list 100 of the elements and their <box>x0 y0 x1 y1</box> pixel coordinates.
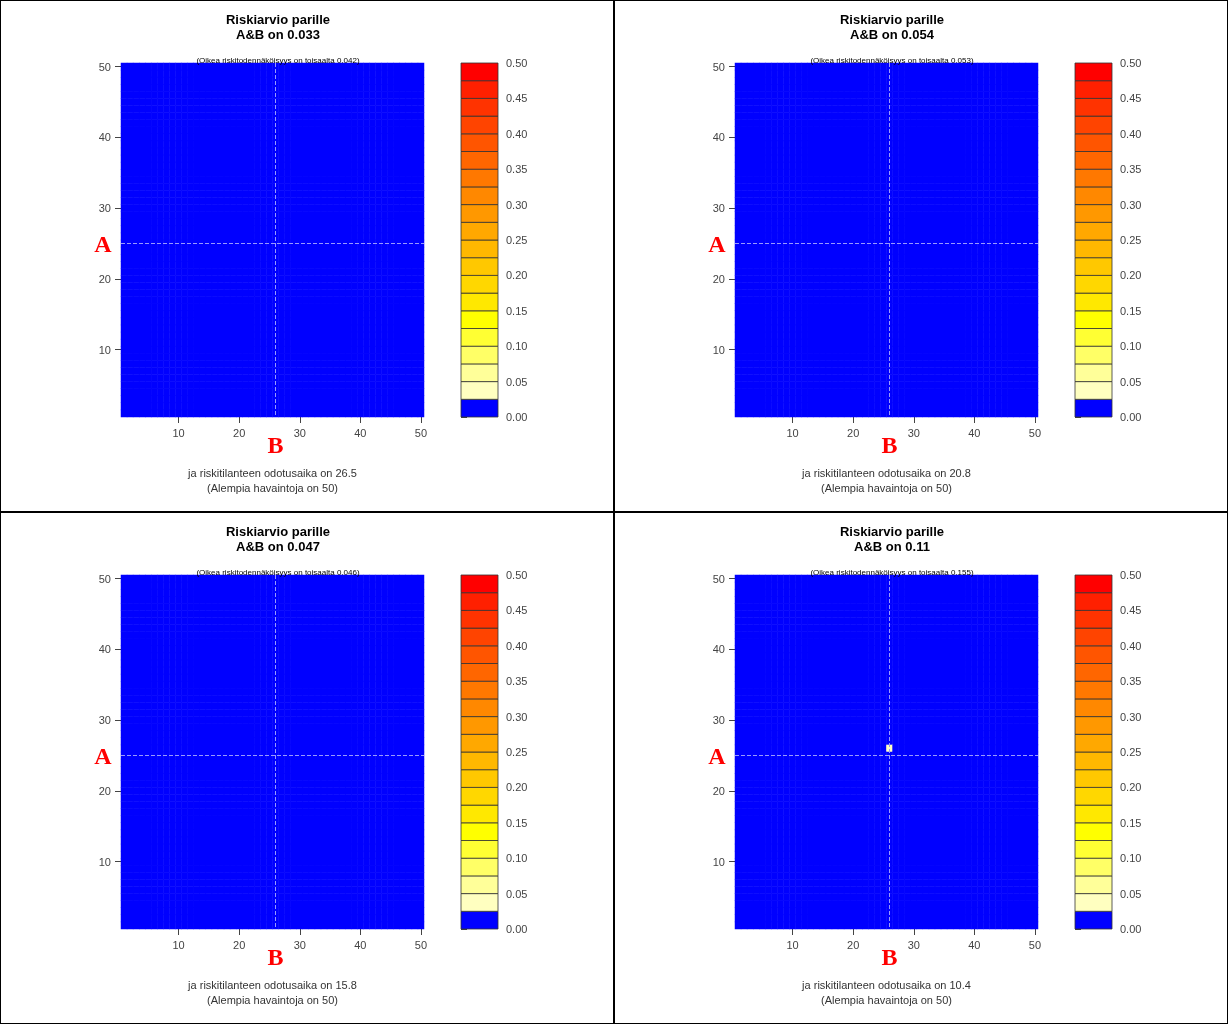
y-tick-label: 30 <box>98 714 111 727</box>
y-tick-label: 20 <box>98 784 111 797</box>
color-bar-label: 0.20 <box>506 781 528 794</box>
color-bar-label: 0.50 <box>1120 57 1142 69</box>
color-bar-label: 0.20 <box>1120 269 1142 282</box>
color-bar-label: 0.40 <box>1120 127 1142 140</box>
color-bar-label: 0.30 <box>1120 198 1142 211</box>
y-tick-label: 50 <box>712 60 725 73</box>
x-tick-label: 40 <box>354 426 367 439</box>
y-tick-label: 30 <box>98 202 111 215</box>
color-bar-label: 0.05 <box>1120 375 1142 388</box>
x-axis-title: ja riskitilanteen odotusaika on 26.5 (Alempia havaintoja on 50) <box>187 466 357 494</box>
x-tick-label: 30 <box>907 426 920 439</box>
color-bar-label: 0.40 <box>506 639 528 652</box>
color-bar-label: 0.00 <box>1120 923 1142 935</box>
chart-subtitle: (Oikea riskitodennäköisyys on toisaalta 0.155) <box>810 567 974 577</box>
color-bar-label: 0.30 <box>506 198 528 211</box>
color-bar-label: 0.35 <box>1120 163 1142 176</box>
color-bar-label: 0.00 <box>506 411 528 423</box>
text: B <box>881 432 898 458</box>
color-bar-label: 0.05 <box>506 887 528 900</box>
color-bar-label: 0.25 <box>1120 746 1142 758</box>
color-bar-label: 0.40 <box>506 127 528 140</box>
x-tick-label: 20 <box>847 426 860 439</box>
y-tick-label: 10 <box>712 855 725 868</box>
color-bar-label: 0.25 <box>506 746 528 758</box>
x-tick-label: 50 <box>414 938 428 951</box>
text: A <box>708 230 727 257</box>
color-bar-label: 0.50 <box>1120 569 1142 581</box>
color-bar-label: 0.10 <box>1120 852 1142 865</box>
color-bar-label: 0.50 <box>506 57 528 69</box>
x-tick-label: 30 <box>293 938 306 951</box>
color-bar-label: 0.15 <box>506 304 528 317</box>
x-axis-title: ja riskitilanteen odotusaika on 20.8 (Alempia havaintoja on 50) <box>801 466 971 494</box>
color-bar-label: 0.40 <box>1120 639 1142 652</box>
text: A <box>94 742 113 769</box>
x-tick-label: 20 <box>847 938 860 951</box>
color-bar-label: 0.45 <box>506 604 528 617</box>
color-bar-label: 0.15 <box>1120 304 1142 317</box>
x-tick-label: 10 <box>172 426 185 439</box>
chart-title: Riskiarvio parille A&B on 0.054 <box>839 12 945 42</box>
color-bar-label: 0.20 <box>506 269 528 282</box>
y-tick-label: 10 <box>98 343 111 356</box>
chart-subtitle: (Oikea riskitodennäköisyys on toisaalta 0.053) <box>810 55 974 65</box>
chart-title: Riskiarvio parille A&B on 0.11 <box>839 524 945 554</box>
color-bar-label: 0.15 <box>1120 816 1142 829</box>
y-tick-label: 20 <box>98 272 111 285</box>
x-tick-label: 10 <box>172 938 185 951</box>
y-tick-label: 40 <box>712 131 725 144</box>
color-bar-label: 0.10 <box>506 340 528 353</box>
y-tick-label: 40 <box>98 643 111 656</box>
chart-title: Riskiarvio parille A&B on 0.033 <box>225 12 331 42</box>
y-tick-label: 50 <box>712 572 725 585</box>
color-bar-label: 0.45 <box>1120 92 1142 105</box>
color-bar-label: 0.45 <box>1120 604 1142 617</box>
color-bar-label: 0.35 <box>506 163 528 176</box>
x-axis-title: ja riskitilanteen odotusaika on 15.8 (Alempia havaintoja on 50) <box>187 978 357 1006</box>
y-tick-label: 50 <box>98 572 111 585</box>
color-bar-label: 0.25 <box>506 234 528 246</box>
y-tick-label: 20 <box>712 272 725 285</box>
chart-subtitle: (Oikea riskitodennäköisyys on toisaalta 0.042) <box>196 55 360 65</box>
x-tick-label: 50 <box>1028 938 1042 951</box>
text: B <box>267 432 284 458</box>
chart-title: Riskiarvio parille A&B on 0.047 <box>225 524 331 554</box>
x-tick-label: 50 <box>1028 426 1042 439</box>
x-tick-label: 20 <box>233 426 246 439</box>
y-tick-label: 30 <box>712 202 725 215</box>
x-tick-label: 40 <box>968 426 981 439</box>
color-bar-label: 0.35 <box>506 675 528 688</box>
x-tick-label: 30 <box>293 426 306 439</box>
x-tick-label: 40 <box>968 938 981 951</box>
x-tick-label: 10 <box>786 938 799 951</box>
color-bar-label: 0.15 <box>506 816 528 829</box>
color-bar-label: 0.35 <box>1120 675 1142 688</box>
color-bar-label: 0.25 <box>1120 234 1142 246</box>
x-tick-label: 50 <box>414 426 428 439</box>
color-bar-label: 0.00 <box>506 923 528 935</box>
color-bar-label: 0.50 <box>506 569 528 581</box>
y-tick-label: 20 <box>712 784 725 797</box>
color-bar-label: 0.05 <box>506 375 528 388</box>
x-axis-title: ja riskitilanteen odotusaika on 10.4 (Alempia havaintoja on 50) <box>801 978 971 1006</box>
x-tick-label: 40 <box>354 938 367 951</box>
text: B <box>881 944 898 970</box>
x-tick-label: 30 <box>907 938 920 951</box>
y-tick-label: 40 <box>98 131 111 144</box>
y-tick-label: 40 <box>712 643 725 656</box>
x-tick-label: 10 <box>786 426 799 439</box>
text: B <box>267 944 284 970</box>
chart-subtitle: (Oikea riskitodennäköisyys on toisaalta 0.046) <box>196 567 360 577</box>
text: A <box>94 230 113 257</box>
color-bar-label: 0.00 <box>1120 411 1142 423</box>
color-bar-label: 0.10 <box>1120 340 1142 353</box>
y-tick-label: 50 <box>98 60 111 73</box>
y-tick-label: 10 <box>712 343 725 356</box>
color-bar-label: 0.45 <box>506 92 528 105</box>
color-bar-label: 0.10 <box>506 852 528 865</box>
text: A <box>708 742 727 769</box>
color-bar-label: 0.20 <box>1120 781 1142 794</box>
color-bar-label: 0.30 <box>506 710 528 723</box>
y-tick-label: 30 <box>712 714 725 727</box>
